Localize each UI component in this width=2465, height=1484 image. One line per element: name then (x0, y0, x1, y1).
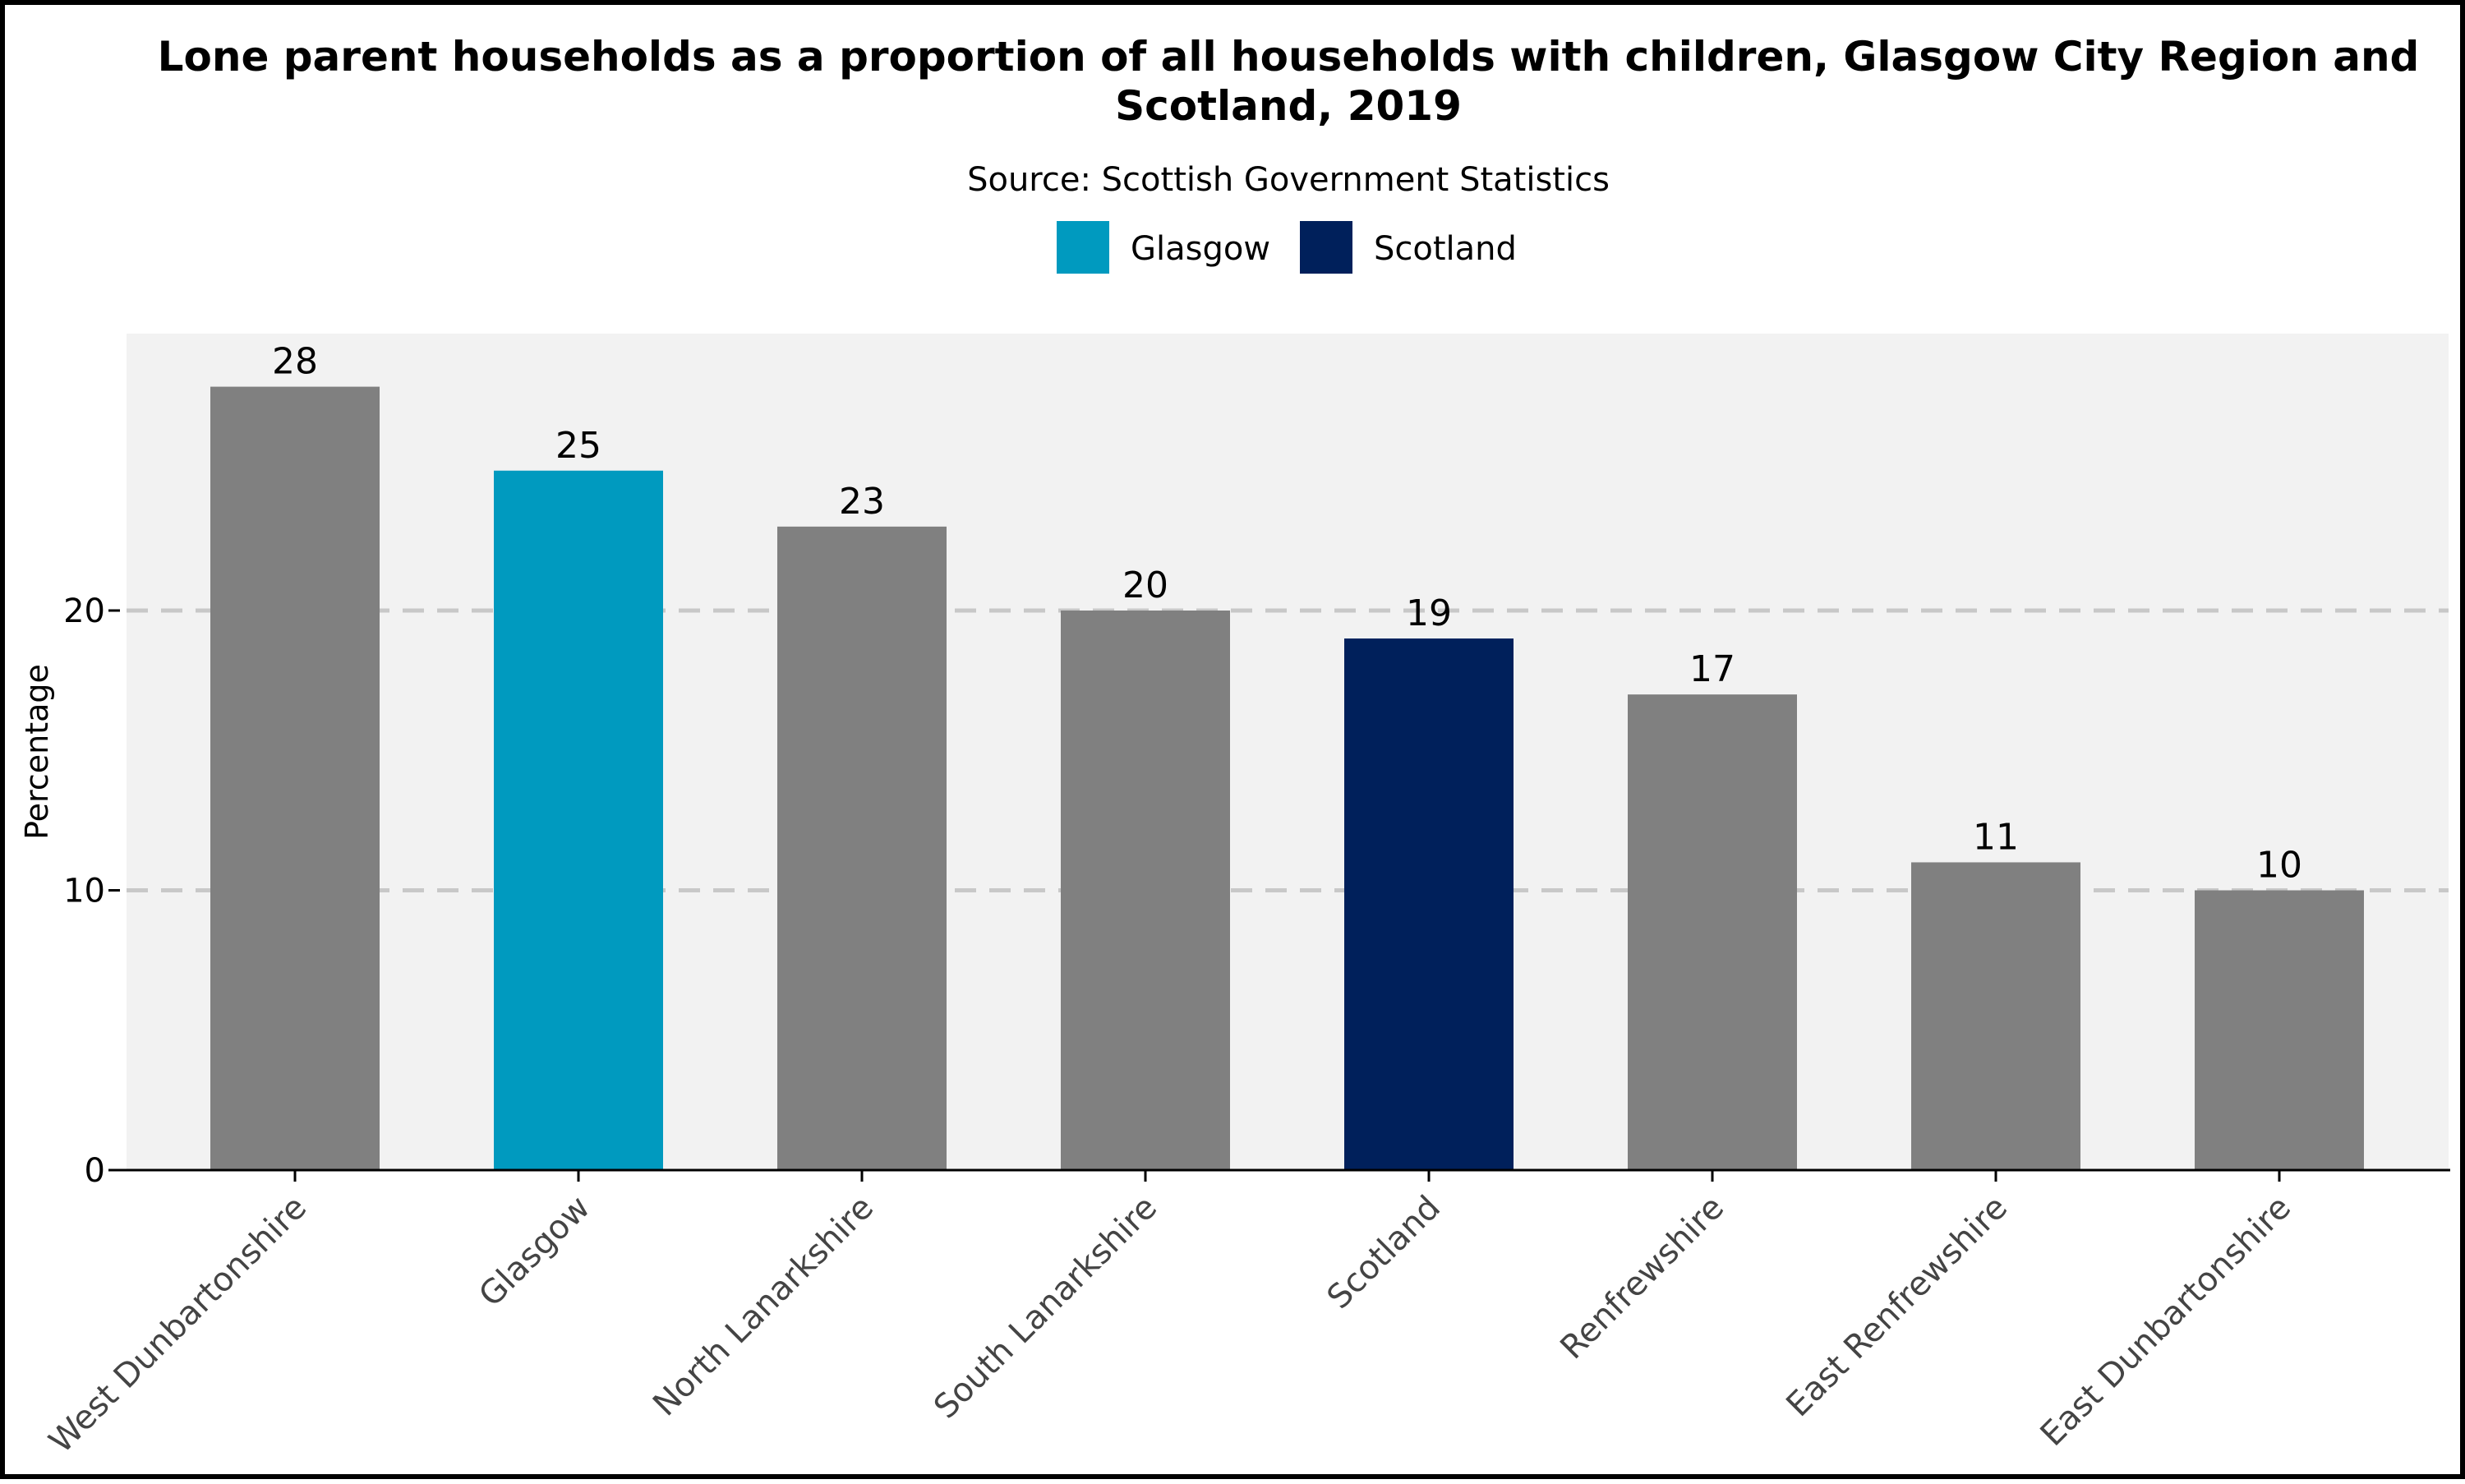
bar-chart: Lone parent households as a proportion o… (19, 33, 2450, 1460)
bar-west-dunbartonshire (210, 386, 380, 1171)
data-label: 20 (1122, 565, 1168, 606)
data-label: 17 (1689, 648, 1735, 690)
legend-label-glasgow: Glasgow (1131, 230, 1270, 268)
bar-east-dunbartonshire (2195, 890, 2364, 1170)
legend: Glasgow Scotland (1057, 221, 1517, 274)
x-tick-label: Scotland (1320, 1189, 1448, 1316)
bar-east-renfrewshire (1911, 862, 2080, 1170)
bar-glasgow (494, 470, 663, 1170)
legend-swatch-scotland (1300, 221, 1352, 274)
x-tick-label: West Dunbartonshire (42, 1189, 314, 1461)
x-tick-label: North Lanarkshire (646, 1189, 881, 1424)
x-tick-label: South Lanarkshire (927, 1189, 1164, 1426)
y-axis-ticks: 0 10 20 (63, 592, 120, 1190)
legend-label-scotland: Scotland (1374, 230, 1517, 268)
x-tick-label: East Dunbartonshire (2034, 1189, 2298, 1454)
bar-scotland (1344, 638, 1514, 1170)
x-tick-label: East Renfrewshire (1779, 1189, 2015, 1425)
data-label: 23 (839, 481, 885, 523)
data-label: 28 (272, 341, 318, 383)
legend-swatch-glasgow (1057, 221, 1109, 274)
chart-title-line2: Scotland, 2019 (1115, 82, 1462, 130)
data-label: 11 (1973, 816, 2019, 858)
x-tick-label: Renfrewshire (1553, 1189, 1731, 1367)
bar-renfrewshire (1628, 694, 1797, 1170)
y-axis-label: Percentage (19, 664, 55, 840)
data-label: 19 (1406, 592, 1452, 634)
plot-panel (127, 334, 2449, 1170)
bars (210, 386, 2364, 1171)
data-labels: 28 25 23 20 19 17 11 10 (272, 341, 2302, 887)
bar-south-lanarkshire (1061, 611, 1230, 1170)
chart-subtitle: Source: Scottish Government Statistics (967, 161, 1610, 199)
data-label: 10 (2256, 845, 2302, 887)
y-tick-label: 10 (63, 873, 105, 910)
data-label: 25 (555, 425, 601, 467)
bar-north-lanarkshire (777, 526, 947, 1170)
x-axis-ticks: West Dunbartonshire Glasgow North Lanarksh… (42, 1170, 2298, 1460)
x-tick-label: Glasgow (472, 1189, 597, 1315)
chart-title-line1: Lone parent households as a proportion o… (158, 33, 2420, 81)
y-tick-label: 0 (85, 1152, 105, 1190)
y-tick-label: 20 (63, 592, 105, 630)
